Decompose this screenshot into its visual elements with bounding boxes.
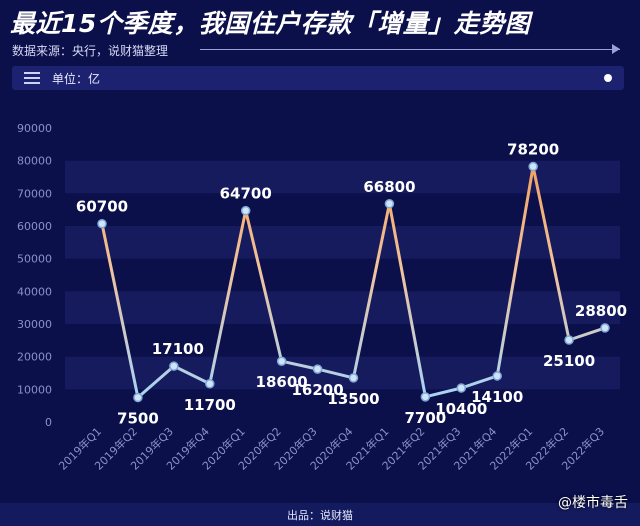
data-point (276, 356, 287, 366)
data-point (240, 205, 251, 216)
data-label: 11700 (184, 396, 236, 414)
data-point (492, 371, 502, 381)
data-point (384, 199, 395, 209)
menu-lines-icon (24, 72, 40, 84)
data-label: 28800 (575, 302, 627, 320)
data-label: 64700 (220, 185, 272, 203)
data-point (312, 364, 323, 374)
data-label: 16200 (291, 381, 343, 399)
y-tick-label: 0 (45, 416, 52, 429)
data-label: 10400 (435, 400, 487, 418)
data-point (564, 335, 574, 345)
source-divider (200, 49, 620, 50)
data-label: 25100 (543, 352, 595, 370)
data-label: 78200 (507, 141, 559, 159)
y-tick-label: 90000 (17, 122, 52, 135)
data-label: 14100 (471, 388, 523, 406)
y-tick-label: 10000 (17, 383, 52, 396)
y-tick-label: 80000 (17, 155, 52, 168)
y-tick-label: 50000 (17, 253, 52, 266)
data-label: 7700 (404, 409, 446, 427)
unit-label: 单位：亿 (52, 72, 101, 86)
arrow-right-icon (612, 44, 620, 54)
data-label: 7500 (117, 410, 159, 428)
y-tick-label: 70000 (17, 187, 52, 200)
data-point (528, 161, 538, 172)
data-label: 17100 (152, 340, 204, 358)
data-label: 18600 (256, 373, 308, 391)
data-point (420, 392, 431, 402)
y-tick-label: 60000 (17, 220, 52, 233)
y-tick-label: 40000 (17, 285, 52, 298)
data-label: 60700 (76, 198, 128, 216)
data-point (169, 361, 179, 371)
data-point (456, 383, 467, 393)
data-source: 数据来源：央行，说财猫整理 (12, 44, 169, 58)
data-point (133, 392, 143, 403)
grid-band (65, 226, 620, 259)
data-point (600, 323, 610, 333)
dot-icon (604, 74, 612, 82)
grid-band (65, 291, 620, 324)
watermark: @楼市毒舌 (558, 495, 628, 511)
y-tick-label: 30000 (17, 318, 52, 331)
data-label: 13500 (327, 390, 379, 408)
grid-band (65, 356, 620, 390)
grid-band (65, 160, 620, 194)
data-point (348, 373, 359, 383)
y-tick-label: 20000 (17, 351, 52, 364)
page-title: 最近15个季度，我国住户存款「增量」走势图 (10, 9, 531, 38)
data-point (97, 218, 107, 229)
unit-bar: 单位：亿 (12, 66, 624, 90)
data-point (205, 379, 215, 389)
data-label: 66800 (363, 178, 415, 196)
footer-label: 出品：说财猫 (287, 509, 353, 522)
footer-bar: 出品：说财猫 (0, 503, 640, 526)
